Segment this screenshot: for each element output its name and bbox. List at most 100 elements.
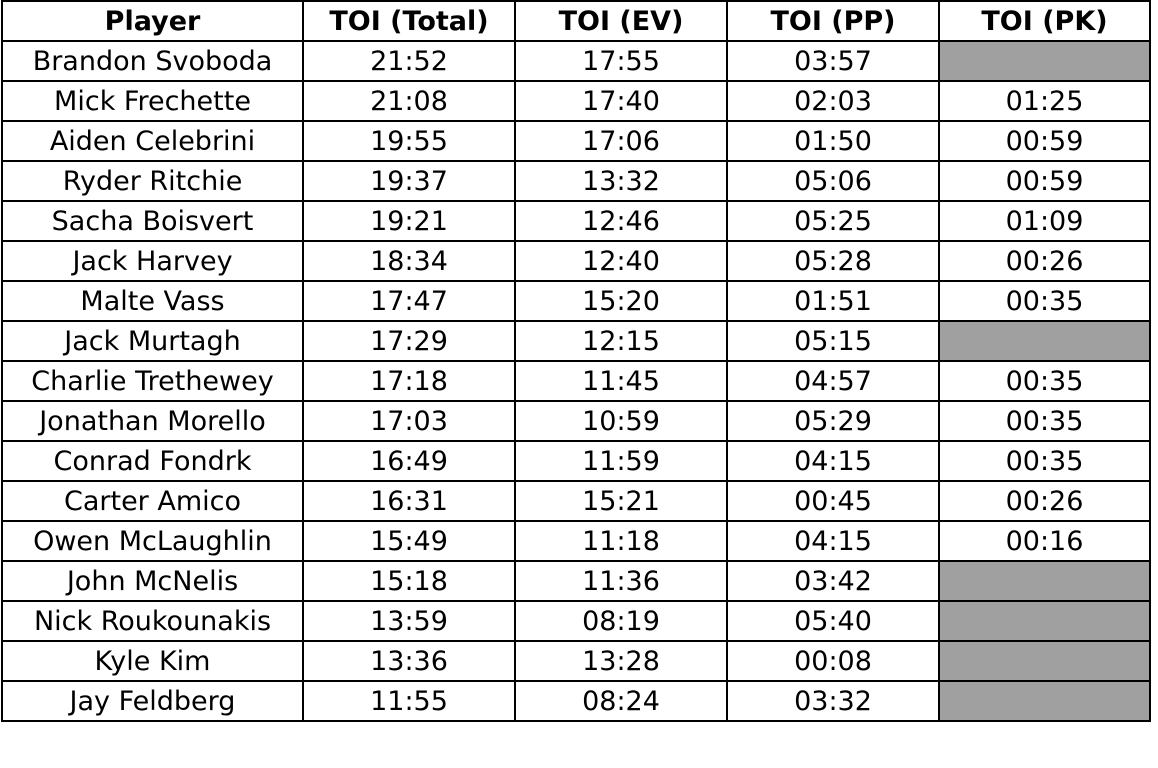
- column-header: TOI (PK): [938, 0, 1151, 42]
- toi-cell: 21:08: [302, 80, 516, 122]
- table-body: Brandon Svoboda 21:52 17:55 03:57 Mick Frech…: [1, 40, 1151, 722]
- toi-cell: 01:25: [938, 80, 1151, 122]
- column-header: Player: [1, 0, 304, 42]
- player-row: Malte Vass 17:47 15:20 01:51 00:35: [1, 280, 1151, 322]
- toi-cell: 18:34: [302, 240, 516, 282]
- player-name: Kyle Kim: [1, 640, 304, 682]
- toi-cell: 12:40: [514, 240, 728, 282]
- player-name: Sacha Boisvert: [1, 200, 304, 242]
- column-header: TOI (Total): [302, 0, 516, 42]
- toi-cell: 19:21: [302, 200, 516, 242]
- player-row: Sacha Boisvert 19:21 12:46 05:25 01:09: [1, 200, 1151, 242]
- toi-cell: 17:03: [302, 400, 516, 442]
- toi-cell: 11:18: [514, 520, 728, 562]
- toi-cell: 00:26: [938, 240, 1151, 282]
- toi-cell: 13:32: [514, 160, 728, 202]
- toi-cell: 05:15: [726, 320, 940, 362]
- player-row: Jonathan Morello 17:03 10:59 05:29 00:35: [1, 400, 1151, 442]
- toi-cell: 08:19: [514, 600, 728, 642]
- toi-cell: 15:49: [302, 520, 516, 562]
- toi-cell: 00:35: [938, 280, 1151, 322]
- toi-cell: 03:42: [726, 560, 940, 602]
- column-header: TOI (PP): [726, 0, 940, 42]
- toi-cell: 15:21: [514, 480, 728, 522]
- toi-cell: 03:32: [726, 680, 940, 722]
- toi-cell: 11:55: [302, 680, 516, 722]
- toi-cell: 00:45: [726, 480, 940, 522]
- player-name: Jack Harvey: [1, 240, 304, 282]
- toi-cell: 15:18: [302, 560, 516, 602]
- player-row: Owen McLaughlin 15:49 11:18 04:15 00:16: [1, 520, 1151, 562]
- toi-cell: 01:09: [938, 200, 1151, 242]
- player-row: Charlie Trethewey 17:18 11:45 04:57 00:35: [1, 360, 1151, 402]
- empty-cell: [938, 40, 1151, 82]
- toi-cell: 00:35: [938, 360, 1151, 402]
- player-name: Aiden Celebrini: [1, 120, 304, 162]
- column-header: TOI (EV): [514, 0, 728, 42]
- player-row: John McNelis 15:18 11:36 03:42: [1, 560, 1151, 602]
- toi-cell: 05:25: [726, 200, 940, 242]
- toi-cell: 17:06: [514, 120, 728, 162]
- player-name: Charlie Trethewey: [1, 360, 304, 402]
- player-row: Nick Roukounakis 13:59 08:19 05:40: [1, 600, 1151, 642]
- toi-cell: 13:28: [514, 640, 728, 682]
- toi-cell: 11:45: [514, 360, 728, 402]
- toi-cell: 19:55: [302, 120, 516, 162]
- toi-cell: 15:20: [514, 280, 728, 322]
- toi-cell: 01:50: [726, 120, 940, 162]
- toi-cell: 00:35: [938, 440, 1151, 482]
- player-name: Malte Vass: [1, 280, 304, 322]
- empty-cell: [938, 680, 1151, 722]
- toi-cell: 17:18: [302, 360, 516, 402]
- empty-cell: [938, 640, 1151, 682]
- toi-cell: 16:49: [302, 440, 516, 482]
- toi-cell: 00:59: [938, 160, 1151, 202]
- player-name: Conrad Fondrk: [1, 440, 304, 482]
- toi-cell: 19:37: [302, 160, 516, 202]
- toi-cell: 13:36: [302, 640, 516, 682]
- toi-cell: 17:29: [302, 320, 516, 362]
- player-name: Carter Amico: [1, 480, 304, 522]
- player-row: Jack Murtagh 17:29 12:15 05:15: [1, 320, 1151, 362]
- toi-table: Player TOI (Total) TOI (EV) TOI (PP) TOI (PK…: [1, 0, 1151, 722]
- toi-cell: 21:52: [302, 40, 516, 82]
- player-name: Jay Feldberg: [1, 680, 304, 722]
- toi-cell: 16:31: [302, 480, 516, 522]
- toi-cell: 05:28: [726, 240, 940, 282]
- toi-cell: 05:40: [726, 600, 940, 642]
- toi-cell: 02:03: [726, 80, 940, 122]
- toi-cell: 00:26: [938, 480, 1151, 522]
- toi-cell: 05:06: [726, 160, 940, 202]
- toi-cell: 11:59: [514, 440, 728, 482]
- player-row: Carter Amico 16:31 15:21 00:45 00:26: [1, 480, 1151, 522]
- player-name: Mick Frechette: [1, 80, 304, 122]
- toi-cell: 04:57: [726, 360, 940, 402]
- toi-cell: 00:08: [726, 640, 940, 682]
- player-row: Kyle Kim 13:36 13:28 00:08: [1, 640, 1151, 682]
- empty-cell: [938, 320, 1151, 362]
- toi-cell: 05:29: [726, 400, 940, 442]
- header-row: Player TOI (Total) TOI (EV) TOI (PP) TOI (PK…: [1, 0, 1151, 42]
- toi-cell: 12:15: [514, 320, 728, 362]
- player-row: Conrad Fondrk 16:49 11:59 04:15 00:35: [1, 440, 1151, 482]
- toi-cell: 04:15: [726, 440, 940, 482]
- player-name: Ryder Ritchie: [1, 160, 304, 202]
- toi-cell: 00:35: [938, 400, 1151, 442]
- player-name: Nick Roukounakis: [1, 600, 304, 642]
- toi-cell: 17:55: [514, 40, 728, 82]
- toi-cell: 17:47: [302, 280, 516, 322]
- empty-cell: [938, 600, 1151, 642]
- player-row: Aiden Celebrini 19:55 17:06 01:50 00:59: [1, 120, 1151, 162]
- toi-cell: 10:59: [514, 400, 728, 442]
- player-name: John McNelis: [1, 560, 304, 602]
- player-name: Jonathan Morello: [1, 400, 304, 442]
- toi-cell: 01:51: [726, 280, 940, 322]
- player-name: Owen McLaughlin: [1, 520, 304, 562]
- player-row: Mick Frechette 21:08 17:40 02:03 01:25: [1, 80, 1151, 122]
- player-name: Jack Murtagh: [1, 320, 304, 362]
- toi-cell: 17:40: [514, 80, 728, 122]
- table-header: Player TOI (Total) TOI (EV) TOI (PP) TOI (PK…: [1, 0, 1151, 42]
- toi-cell: 13:59: [302, 600, 516, 642]
- player-row: Brandon Svoboda 21:52 17:55 03:57: [1, 40, 1151, 82]
